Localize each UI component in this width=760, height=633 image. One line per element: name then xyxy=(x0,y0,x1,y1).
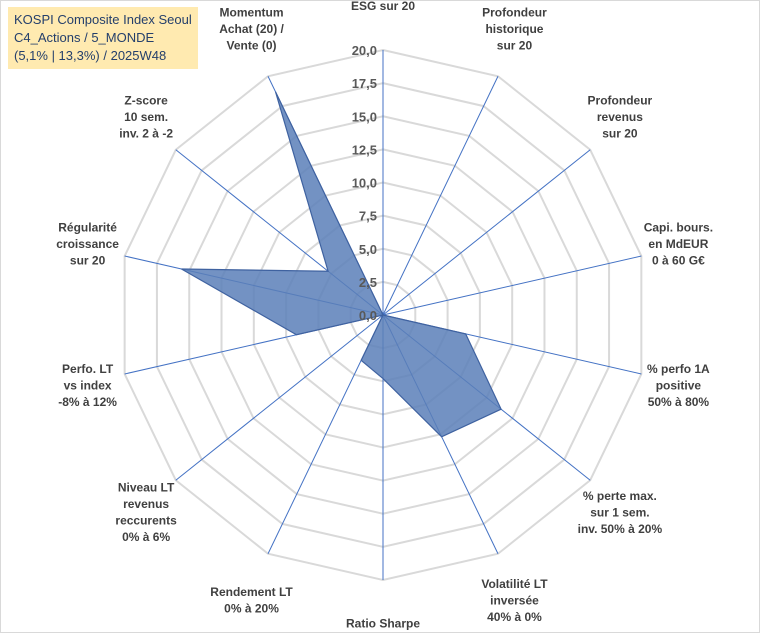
category-label-line: revenus xyxy=(597,110,643,124)
category-label-line: Achat (20) / xyxy=(219,22,284,36)
tick-label: 12,5 xyxy=(352,142,377,157)
chart-title-line-1: KOSPI Composite Index Seoul xyxy=(14,12,192,27)
grid-spoke xyxy=(382,76,499,316)
tick-label: 20,0 xyxy=(352,43,377,58)
category-label-line: 0% à 20% xyxy=(224,602,279,616)
category-label-line: Régularité xyxy=(58,221,117,235)
category-label-line: Z-score xyxy=(124,94,168,108)
category-label-line: Profondeur xyxy=(482,6,547,20)
tick-label: 5,0 xyxy=(359,242,377,257)
category-label-line: croissance xyxy=(56,237,119,251)
category-label: Profondeur revenus sur 20 xyxy=(588,94,653,141)
category-label-line: inv. 2 à -2 xyxy=(119,127,173,141)
category-label-line: inversée xyxy=(490,593,539,607)
tick-label: 15,0 xyxy=(352,109,377,124)
category-label-line: Niveau LT xyxy=(118,481,175,495)
category-label-line: Profondeur xyxy=(588,94,653,108)
category-label-line: historique xyxy=(485,22,543,36)
tick-label: 0,0 xyxy=(359,308,377,323)
category-label: Perfo. LT vs index -8% à 12% xyxy=(58,362,117,409)
chart-title-line-2: C4_Actions / 5_MONDE xyxy=(14,30,155,45)
category-label: Rendement LT 0% à 20% xyxy=(210,585,293,616)
category-label-line: 50% à 80% xyxy=(648,395,710,409)
tick-label: 10,0 xyxy=(352,176,377,191)
grid-spoke xyxy=(175,314,384,481)
tick-label: 7,5 xyxy=(359,209,377,224)
category-label-line: Ratio Sharpe xyxy=(346,617,420,631)
category-label: Momentum Achat (20) / Vente (0) xyxy=(219,6,284,53)
category-label-line: -8% à 12% xyxy=(58,395,117,409)
category-labels: NoteESG sur 20 Profondeur historique sur 20… xyxy=(56,0,713,633)
category-label-line: Perfo. LT xyxy=(62,362,114,376)
category-label-line: Capi. bours. xyxy=(644,221,713,235)
category-label-line: sur 20 xyxy=(70,254,106,268)
grid-spoke xyxy=(382,255,642,316)
category-label: Z-score 10 sem. inv. 2 à -2 xyxy=(119,94,173,141)
radial-tick-labels: 0,0 2,5 5,0 7,5 10,0 12,5 15,0 17,5 20,0 xyxy=(352,43,377,323)
tick-label: 17,5 xyxy=(352,76,377,91)
category-label: % perte max. sur 1 sem. inv. 50% à 20% xyxy=(578,489,663,536)
category-label-line: positive xyxy=(656,378,702,392)
category-label-line: Volatilité LT xyxy=(481,577,548,591)
category-label: % perfo 1A positive 50% à 80% xyxy=(647,362,710,409)
chart-title-line-3: (5,1% | 13,3%) / 2025W48 xyxy=(14,48,167,63)
category-label: NoteESG sur 20 xyxy=(351,0,415,13)
category-label-line: reccurents xyxy=(115,514,177,528)
category-label: Régularité croissance sur 20 xyxy=(56,221,119,268)
category-label-line: vs index xyxy=(64,378,112,392)
radar-series xyxy=(181,91,502,438)
category-label-line: Vente (0) xyxy=(227,39,277,53)
category-label-line: % perfo 1A xyxy=(647,362,710,376)
category-label-line: 0% à 6% xyxy=(122,530,170,544)
category-label-line: Momentum xyxy=(220,6,284,20)
category-label-line: 40% à 0% xyxy=(487,610,542,624)
grid-spoke xyxy=(382,149,591,316)
category-label: Niveau LT revenus reccurents 0% à 6% xyxy=(115,481,177,544)
category-label-line: 0 à 60 G€ xyxy=(652,254,705,268)
category-label: Ratio Sharpe0 à 1 xyxy=(346,617,420,633)
category-label-line: sur 20 xyxy=(497,39,533,53)
category-label-line: 10 sem. xyxy=(124,110,168,124)
tick-label: 2,5 xyxy=(359,275,377,290)
category-label: Volatilité LT inversée 40% à 0% xyxy=(481,577,548,624)
series-area xyxy=(181,91,502,438)
chart-title-box: KOSPI Composite Index Seoul C4_Actions /… xyxy=(8,7,198,69)
category-label: Capi. bours. en MdEUR 0 à 60 G€ xyxy=(644,221,713,268)
category-label-line: ESG sur 20 xyxy=(351,0,415,13)
category-label-line: en MdEUR xyxy=(648,237,708,251)
category-label-line: sur 20 xyxy=(602,127,638,141)
category-label-line: inv. 50% à 20% xyxy=(578,522,663,536)
category-label-line: % perte max. xyxy=(583,489,657,503)
category-label-line: revenus xyxy=(123,497,169,511)
category-label-line: Rendement LT xyxy=(210,585,293,599)
category-label-line: sur 1 sem. xyxy=(590,505,649,519)
category-label: Profondeur historique sur 20 xyxy=(482,6,547,53)
